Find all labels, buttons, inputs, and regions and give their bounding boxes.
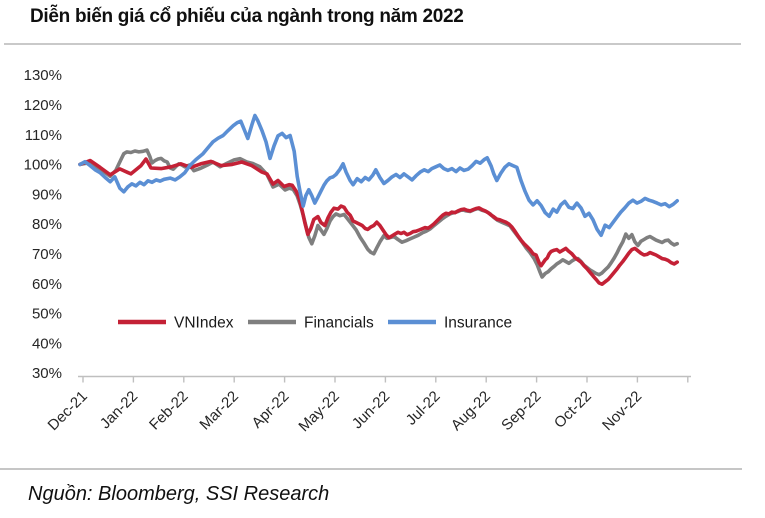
x-tick-label: Jun-22 [349,388,393,432]
legend-label-insurance: Insurance [444,315,512,332]
x-tick-label: Oct-22 [551,388,595,432]
y-axis-labels: 130% 120% 110% 100% 90% 80% 70% 60% 50% … [24,67,62,382]
series-lines [78,113,680,287]
title-divider [4,43,741,45]
legend-label-financials: Financials [304,315,374,332]
legend-item-financials: Financials [248,315,374,332]
footer-divider [0,468,742,470]
x-tick-label: Apr-22 [249,388,293,432]
x-tick-label: Mar-22 [196,388,242,434]
legend: VNIndex Financials Insurance [118,315,512,332]
source-note: Nguồn: Bloomberg, SSI Research [28,483,330,505]
legend-label-vnindex: VNIndex [174,315,234,332]
series-line-vnindex [78,157,680,287]
y-tick-label: 110% [25,127,62,144]
y-tick-label: 80% [32,216,62,233]
y-tick-label: 30% [32,365,62,382]
y-tick-label: 60% [32,276,62,293]
x-tick-label: Dec-21 [45,388,91,434]
y-tick-label: 40% [32,335,62,352]
series-line-insurance [78,113,680,238]
y-tick-label: 70% [32,246,62,263]
x-tick-label: Jan-22 [97,388,141,432]
x-tick-label: Sep-22 [498,388,544,434]
x-axis-line-and-ticks [78,375,691,383]
x-axis-labels: Dec-21 Jan-22 Feb-22 Mar-22 Apr-22 May-2… [45,388,646,435]
y-tick-label: 100% [24,157,62,174]
x-tick-label: Nov-22 [599,388,645,434]
x-tick-label: Jul-22 [403,388,444,429]
x-tick-label: Feb-22 [146,388,192,434]
legend-item-vnindex: VNIndex [118,315,234,332]
x-tick-label: May-22 [295,388,342,435]
chart-title: Diễn biến giá cổ phiếu của ngành trong n… [30,6,464,27]
y-tick-label: 120% [24,97,62,114]
legend-item-insurance: Insurance [388,315,512,332]
x-tick-label: Aug-22 [448,388,494,434]
y-tick-label: 130% [24,67,62,84]
y-tick-label: 50% [32,306,62,323]
y-tick-label: 90% [32,186,62,203]
